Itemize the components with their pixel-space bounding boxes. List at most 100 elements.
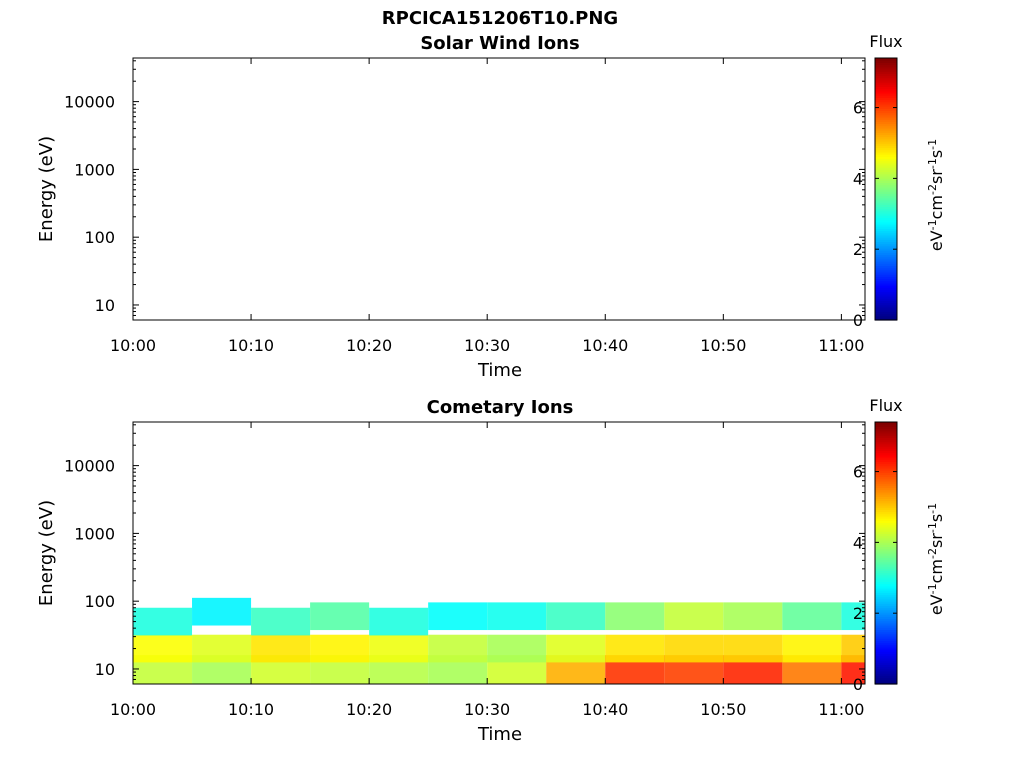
x-tick-label: 11:00 [818,700,864,719]
heatmap-cell [428,602,488,631]
x-tick-label: 10:10 [228,700,274,719]
colorbar-segment [875,609,897,613]
colorbar-segment [875,579,897,582]
colorbar-segment [875,590,897,593]
colorbar-segment [875,169,897,173]
colorbar-segment [875,189,897,192]
colorbar-units-part: s [927,150,946,158]
colorbar-segment [875,73,897,77]
colorbar-segment [875,250,897,253]
colorbar-segment [875,662,897,665]
colorbar-segment [875,234,897,238]
colorbar-segment [875,149,897,153]
heatmap-cell [310,634,370,663]
colorbar-units-part: -1 [926,583,939,594]
colorbar-segment [875,607,897,611]
heatmap-cell [664,602,724,631]
colorbar-segment [875,574,897,578]
colorbar-segment [875,472,897,475]
colorbar-segment [875,82,897,85]
y-tick-label: 10000 [64,93,115,112]
colorbar-units-part: -2 [926,548,939,559]
colorbar-segment [875,317,897,321]
colorbar-tick-label: 0 [853,675,863,694]
colorbar-segment [875,66,897,70]
x-tick-label: 10:10 [228,336,274,355]
colorbar-segment [875,507,897,510]
colorbar-segment [875,210,897,214]
colorbar-segment [875,230,897,234]
x-axis-label: Time [477,724,522,745]
colorbar-tick-label: 4 [853,533,863,552]
colorbar-segment [875,180,897,184]
colorbar-segment [875,75,897,79]
colorbar-tick-label: 2 [853,240,863,259]
heatmap-cell [546,602,606,631]
y-tick-label: 100 [84,228,115,247]
colorbar-segment [875,498,897,502]
heatmap-cell [546,634,606,663]
colorbar-units-part: eV [927,230,946,251]
colorbar-segment [875,546,897,550]
colorbar-segment [875,145,897,149]
colorbar-segment [875,162,897,166]
heatmap-cell [251,634,311,663]
colorbar-segment [875,673,897,676]
colorbar-segment [875,511,897,515]
x-tick-label: 10:50 [700,700,746,719]
colorbar-segment [875,298,897,301]
colorbar-segment [875,254,897,258]
colorbar-segment [875,289,897,293]
colorbar-segment [875,504,897,508]
colorbar-segment [875,476,897,480]
heatmap-cell [192,597,252,626]
colorbar-frame [874,421,898,685]
colorbar-segment [875,566,897,569]
colorbar-segment [875,313,897,317]
y-tick-label: 1000 [74,524,115,543]
colorbar-segment [875,491,897,495]
colorbar-segment [875,428,897,432]
x-tick-label: 10:00 [110,700,156,719]
colorbar-segment [875,432,897,436]
colorbar-segment [875,287,897,291]
colorbar-segment [875,635,897,639]
colorbar-segment [875,679,897,683]
colorbar-segment [875,228,897,232]
colorbar-segment [875,487,897,491]
x-tick-label: 10:50 [700,336,746,355]
heatmap-cell [369,607,429,636]
colorbar-segment [875,509,897,513]
colorbar-segment [875,134,897,138]
colorbar-segment [875,282,897,286]
x-tick-label: 11:00 [818,336,864,355]
colorbar-segment [875,247,897,251]
colorbar-segment [875,184,897,188]
colorbar-segment [875,653,897,657]
colorbar-units-part: eV [927,594,946,615]
colorbar-segment [875,550,897,554]
colorbar-segment [875,424,897,427]
colorbar-segment [875,99,897,103]
colorbar-segment [875,542,897,545]
colorbar-segment [875,611,897,615]
colorbar-segment [875,295,897,299]
panel-title: Cometary Ions [427,397,574,418]
colorbar-segment [875,256,897,260]
colorbar-segment [875,585,897,589]
colorbar-segment [875,79,897,83]
heatmap-cell [369,634,429,663]
colorbar-segment [875,269,897,273]
colorbar-label: Flux [869,32,902,51]
colorbar-segment [875,204,897,208]
y-tick-label: 100 [84,592,115,611]
colorbar-units-part: -1 [926,139,939,150]
y-axis-label: Energy (eV) [36,136,57,242]
heatmap-cell [487,634,547,663]
colorbar-segment [875,315,897,319]
colorbar-segment [875,577,897,580]
colorbar-tick-label: 2 [853,604,863,623]
colorbar-units-part: -1 [926,219,939,230]
colorbar-segment [875,467,897,471]
colorbar-segment [875,454,897,458]
